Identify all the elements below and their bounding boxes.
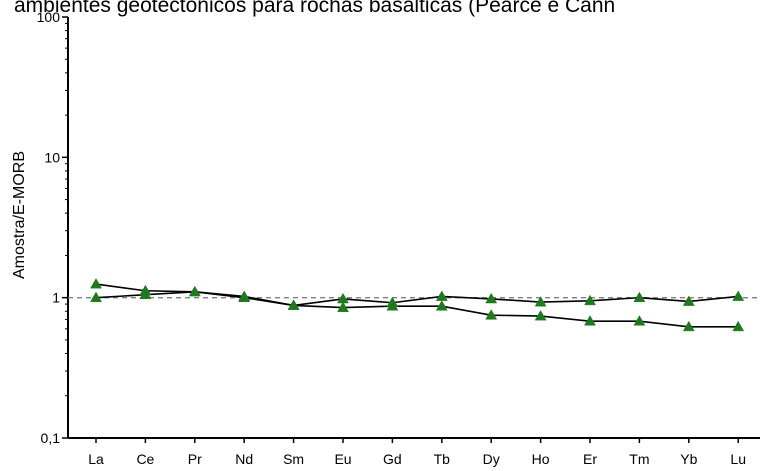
y-tick-label: 100 [37,9,61,25]
x-tick-label-sm: Sm [283,451,304,467]
x-tick-label-ho: Ho [532,451,550,467]
x-tick-label-dy: Dy [483,451,500,467]
data-point-s1-tb [435,300,448,311]
data-point-s2-pr [188,285,201,297]
x-tick-label-tb: Tb [434,451,451,467]
data-point-s2-yb [682,295,695,306]
data-point-s2-tb [435,290,448,301]
y-tick-label: 1 [52,290,60,306]
data-point-s2-la [90,291,102,303]
data-point-s1-tm [633,315,646,326]
data-point-s2-ho [534,296,547,307]
data-point-s1-yb [682,320,695,332]
y-axis-label: Amostra/E-MORB [11,151,28,279]
x-tick-label-yb: Yb [680,451,697,467]
data-point-s2-lu [732,290,745,301]
y-tick-label: 10 [44,149,60,165]
x-tick-label-er: Er [583,451,597,467]
data-point-s1-dy [485,309,498,320]
data-point-s2-eu [337,292,349,304]
data-point-s1-er [584,315,596,326]
x-tick-label-tm: Tm [629,451,649,467]
x-tick-label-nd: Nd [235,451,253,467]
data-point-s1-eu [337,301,349,312]
data-point-s2-dy [485,292,498,304]
x-tick-label-pr: Pr [188,451,202,467]
data-point-s1-ho [534,310,547,321]
data-point-s2-gd [386,296,399,308]
data-point-s2-tm [633,291,646,303]
x-tick-label-gd: Gd [383,451,402,467]
x-tick-label-la: La [88,451,104,467]
x-tick-label-lu: Lu [730,451,746,467]
data-point-s2-nd [238,291,251,303]
y-tick-label: 0,1 [41,430,61,446]
data-point-s1-la [90,278,102,289]
data-point-s1-lu [732,320,745,332]
chart-title: ambientes geotectônicos para rochas basá… [14,0,616,17]
series-line-2 [95,291,739,307]
data-point-s2-er [584,294,596,306]
x-tick-label-eu: Eu [334,451,351,467]
x-tick-label-ce: Ce [136,451,154,467]
data-point-s2-ce [139,288,152,300]
data-point-s2-sm [287,299,300,310]
